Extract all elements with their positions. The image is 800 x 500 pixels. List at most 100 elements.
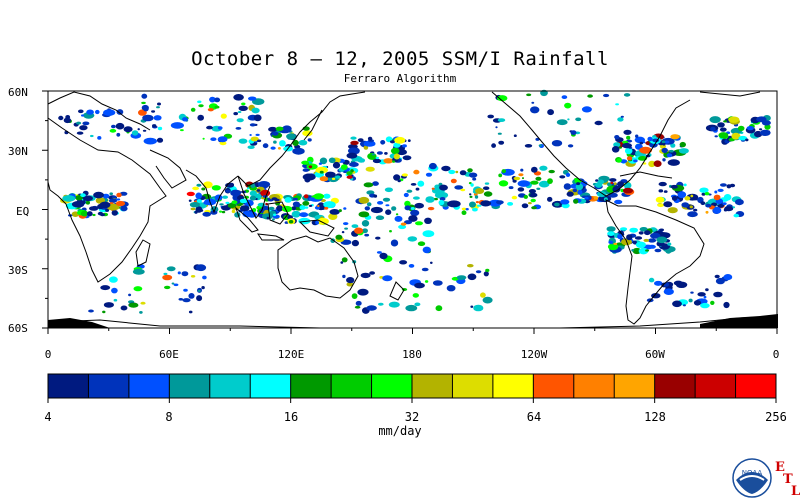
rain-cell [407, 236, 418, 242]
rain-cell [221, 210, 226, 214]
rain-cell [617, 181, 624, 187]
rain-cell [231, 200, 238, 204]
rain-cell [92, 213, 96, 217]
colorbar-swatch [371, 374, 413, 398]
rain-cell [508, 186, 514, 190]
rain-cell [302, 173, 316, 181]
noaa-logo-text: NOAA [742, 469, 763, 477]
coastline-greenland [699, 91, 761, 97]
rain-cell [366, 305, 377, 311]
rain-cell [469, 195, 473, 198]
rain-cell [210, 137, 217, 141]
rain-cell [714, 135, 718, 138]
rain-cell [724, 206, 734, 212]
rain-cell [292, 201, 300, 207]
coastline-australia [277, 235, 359, 299]
rain-cell [291, 210, 301, 218]
coastline-madagascar [135, 239, 151, 267]
map-subtitle: Ferraro Algorithm [343, 72, 457, 85]
rain-cell [351, 293, 358, 299]
rain-cell [199, 265, 205, 269]
etl-logo-l: L [791, 484, 800, 499]
rain-cell [432, 280, 443, 286]
rain-cell [456, 275, 467, 280]
rain-cell [389, 230, 392, 233]
rain-cell [219, 210, 223, 213]
rain-cell [302, 168, 310, 172]
rain-cell [393, 174, 401, 181]
rain-cell [279, 140, 286, 147]
rain-cell [425, 196, 435, 203]
rain-cell [683, 183, 687, 187]
rain-cell [331, 177, 336, 180]
map-title: October 8 – 12, 2005 SSM/I Rainfall [191, 48, 609, 70]
rain-cell [662, 143, 666, 146]
rain-cell [164, 285, 171, 290]
rain-cell [623, 182, 632, 189]
rain-cell [274, 198, 280, 202]
rain-cell [682, 304, 686, 307]
rain-cell [177, 271, 181, 275]
rain-cell [195, 192, 202, 200]
rain-cell [319, 176, 329, 182]
rain-cell [608, 192, 618, 198]
rain-cell [86, 211, 93, 217]
rain-cell [304, 206, 309, 209]
rain-cell [483, 186, 490, 190]
rain-cell [315, 166, 329, 174]
rain-cell [340, 261, 344, 264]
rain-cell [607, 231, 615, 237]
coastline-layer [47, 91, 779, 329]
rain-cell [459, 170, 467, 176]
rain-cell [323, 193, 331, 199]
rain-cell [95, 109, 100, 115]
rain-cell [677, 191, 687, 199]
rain-cell [166, 266, 176, 272]
rain-cell [81, 200, 86, 205]
rain-cell [347, 147, 360, 155]
rain-cell [438, 199, 445, 206]
rain-cell [402, 155, 412, 161]
rain-cell [266, 216, 270, 220]
rain-cell [251, 107, 260, 114]
rain-cell [415, 187, 420, 191]
colorbar-swatch [654, 374, 696, 398]
rain-cell [664, 140, 670, 144]
rain-cell [392, 160, 396, 163]
rain-cell [376, 151, 383, 155]
rain-cell [214, 105, 220, 109]
rain-cell [408, 215, 418, 222]
rain-cell [559, 175, 566, 179]
rain-cell [439, 184, 448, 191]
rain-cell [620, 115, 624, 118]
rain-cell [80, 193, 86, 198]
rain-cell [93, 191, 104, 199]
rain-cell [379, 252, 388, 260]
lat-label-60s: 60S [8, 322, 28, 335]
rain-cell [421, 267, 429, 272]
rain-cell [189, 202, 200, 208]
rain-cell [265, 202, 268, 206]
rain-cell [398, 224, 407, 230]
rain-cell [257, 139, 262, 143]
rain-cell [262, 143, 269, 149]
colorbar-tick-64: 64 [526, 410, 542, 424]
rain-cell [233, 112, 238, 116]
rain-cell [357, 288, 369, 296]
rain-cell [375, 156, 379, 160]
rain-cell [491, 143, 496, 148]
rain-cell [328, 157, 336, 164]
rain-cell [358, 196, 370, 204]
rain-cell [382, 275, 393, 282]
rain-cell [116, 109, 124, 115]
rain-cell [639, 141, 644, 145]
rain-cell [529, 192, 538, 198]
rain-cell [170, 122, 184, 129]
rain-cell [666, 153, 673, 158]
rain-cell [657, 203, 664, 208]
rain-cell [355, 300, 362, 306]
colorbar-swatch [533, 374, 575, 398]
rain-cell [647, 238, 657, 243]
rain-cell [365, 166, 375, 172]
rain-cell [202, 137, 205, 140]
